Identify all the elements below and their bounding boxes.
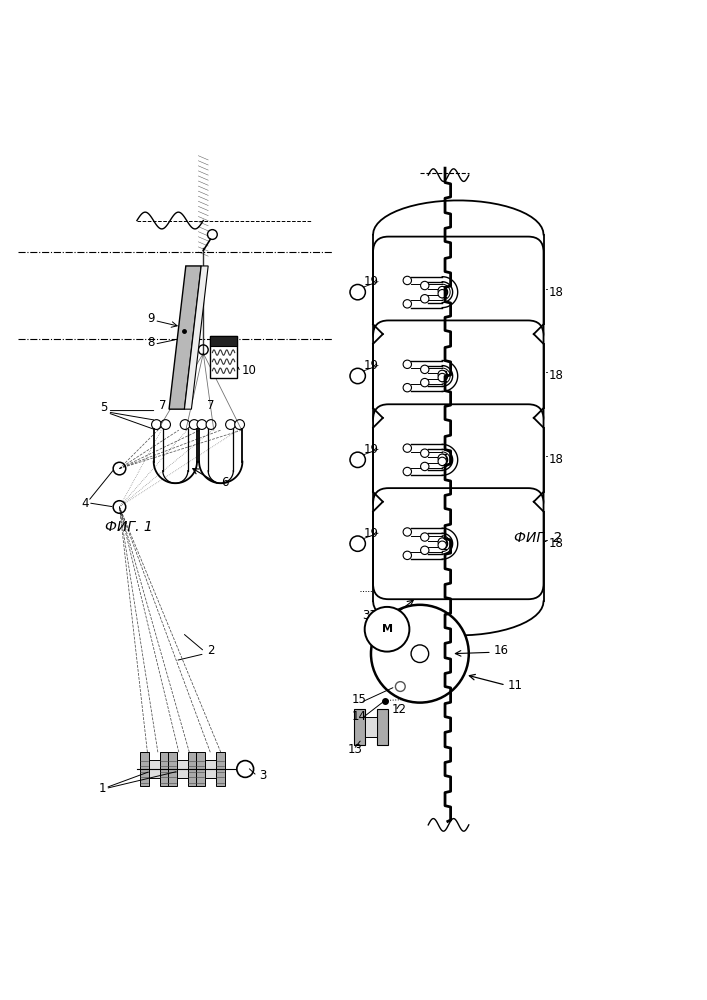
Text: ФИГ. 2: ФИГ. 2 xyxy=(514,531,562,545)
Polygon shape xyxy=(168,752,177,786)
Circle shape xyxy=(371,605,469,703)
Circle shape xyxy=(421,546,429,554)
Polygon shape xyxy=(140,752,149,786)
Circle shape xyxy=(421,295,429,303)
Text: 19: 19 xyxy=(364,275,379,288)
Circle shape xyxy=(160,420,170,429)
Circle shape xyxy=(235,420,245,429)
Circle shape xyxy=(403,444,411,452)
Circle shape xyxy=(403,276,411,285)
Circle shape xyxy=(438,454,446,462)
Bar xyxy=(177,760,187,778)
Circle shape xyxy=(421,462,429,471)
Text: 1: 1 xyxy=(98,782,106,795)
Text: 2: 2 xyxy=(206,644,214,657)
Circle shape xyxy=(438,286,446,295)
Text: 18: 18 xyxy=(549,286,564,299)
Text: 17: 17 xyxy=(385,609,400,622)
Circle shape xyxy=(350,452,366,468)
FancyBboxPatch shape xyxy=(373,488,544,599)
Circle shape xyxy=(411,645,428,663)
Circle shape xyxy=(199,345,208,355)
Text: 12: 12 xyxy=(392,703,407,716)
Text: 18: 18 xyxy=(549,369,564,382)
Text: 33: 33 xyxy=(363,609,378,622)
Text: М: М xyxy=(382,624,392,634)
Circle shape xyxy=(403,300,411,308)
Circle shape xyxy=(350,368,366,384)
Circle shape xyxy=(403,528,411,536)
Circle shape xyxy=(403,360,411,368)
Circle shape xyxy=(113,501,126,513)
Text: 4: 4 xyxy=(81,497,88,510)
Bar xyxy=(205,760,216,778)
Circle shape xyxy=(350,284,366,300)
Circle shape xyxy=(365,607,409,652)
Circle shape xyxy=(350,536,366,551)
Circle shape xyxy=(403,383,411,392)
Text: 10: 10 xyxy=(242,364,257,377)
Text: 7: 7 xyxy=(206,399,214,412)
Text: 18: 18 xyxy=(549,537,564,550)
Circle shape xyxy=(438,373,446,382)
Polygon shape xyxy=(377,709,387,745)
Text: 6: 6 xyxy=(221,476,228,489)
Polygon shape xyxy=(196,752,205,786)
Polygon shape xyxy=(216,752,225,786)
FancyBboxPatch shape xyxy=(373,237,544,348)
Bar xyxy=(149,760,160,778)
Circle shape xyxy=(206,420,216,429)
Text: 9: 9 xyxy=(147,312,155,325)
Circle shape xyxy=(197,420,206,429)
Circle shape xyxy=(207,230,217,239)
Circle shape xyxy=(438,538,446,546)
Circle shape xyxy=(403,467,411,476)
Bar xyxy=(365,717,377,737)
Text: 3: 3 xyxy=(259,769,267,782)
Circle shape xyxy=(421,365,429,374)
Text: 5: 5 xyxy=(100,401,108,414)
Polygon shape xyxy=(187,752,197,786)
Bar xyxy=(210,336,237,378)
Circle shape xyxy=(237,761,254,777)
Circle shape xyxy=(421,281,429,290)
Circle shape xyxy=(438,290,446,298)
Circle shape xyxy=(438,370,446,379)
Text: 11: 11 xyxy=(507,679,522,692)
Text: 19: 19 xyxy=(364,359,379,372)
Text: 19: 19 xyxy=(364,443,379,456)
Polygon shape xyxy=(354,709,365,745)
Circle shape xyxy=(403,551,411,560)
Circle shape xyxy=(151,420,161,429)
Circle shape xyxy=(438,457,446,466)
Text: 7: 7 xyxy=(159,399,167,412)
Text: 8: 8 xyxy=(147,336,155,349)
Circle shape xyxy=(438,541,446,549)
Circle shape xyxy=(421,533,429,541)
Polygon shape xyxy=(169,266,201,409)
Polygon shape xyxy=(185,266,208,409)
Text: 14: 14 xyxy=(351,710,366,723)
Text: 19: 19 xyxy=(364,527,379,540)
Circle shape xyxy=(421,378,429,387)
Bar xyxy=(210,336,237,346)
Circle shape xyxy=(395,682,405,691)
Text: ФИГ. 1: ФИГ. 1 xyxy=(105,520,153,534)
Circle shape xyxy=(113,462,126,475)
Circle shape xyxy=(180,420,190,429)
Text: 13: 13 xyxy=(348,743,363,756)
Text: 15: 15 xyxy=(351,693,366,706)
Circle shape xyxy=(189,420,199,429)
Text: 16: 16 xyxy=(493,644,508,657)
Circle shape xyxy=(421,449,429,457)
Text: 18: 18 xyxy=(549,453,564,466)
Polygon shape xyxy=(160,752,169,786)
Circle shape xyxy=(226,420,235,429)
FancyBboxPatch shape xyxy=(373,320,544,432)
FancyBboxPatch shape xyxy=(373,404,544,515)
